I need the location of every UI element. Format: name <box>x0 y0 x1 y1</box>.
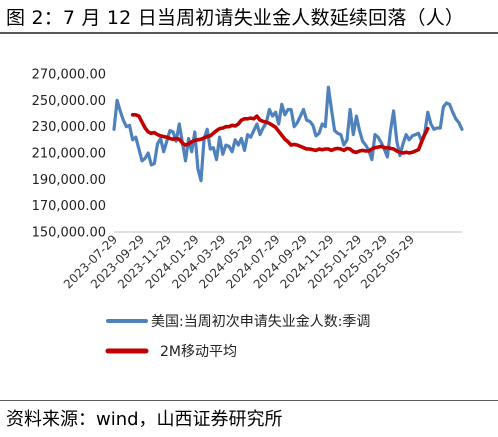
y-axis: 150,000.00 170,000.00 190,000.00 210,000.00… <box>32 68 106 241</box>
y-tick-label: 190,000.00 <box>32 173 106 188</box>
y-tick-label: 270,000.00 <box>32 68 106 83</box>
x-axis: 2023-07-292023-09-292023-11-292024-01-29… <box>61 231 462 291</box>
y-tick-label: 150,000.00 <box>32 226 106 241</box>
top-divider <box>0 32 498 34</box>
series-line-2m-moving-average <box>130 113 430 155</box>
legend-label: 2M移动平均 <box>160 344 237 360</box>
y-tick-label: 250,000.00 <box>32 94 106 109</box>
y-tick-label: 230,000.00 <box>32 120 106 135</box>
line-chart: 150,000.00 170,000.00 190,000.00 210,000.00… <box>32 68 464 360</box>
figure-title: 图 2：7 月 12 日当周初请失业金人数延续回落（人） <box>6 7 465 29</box>
source-note: 资料来源：wind，山西证券研究所 <box>6 409 283 430</box>
legend-label: 美国:当周初次申请失业金人数:季调 <box>151 313 370 330</box>
series-layer <box>112 85 464 183</box>
series-line-weekly-claims <box>112 85 464 183</box>
y-tick-label: 170,000.00 <box>32 199 106 214</box>
bottom-divider <box>0 400 498 401</box>
y-tick-label: 210,000.00 <box>32 147 106 162</box>
legend: 美国:当周初次申请失业金人数:季调 2M移动平均 <box>105 313 370 360</box>
